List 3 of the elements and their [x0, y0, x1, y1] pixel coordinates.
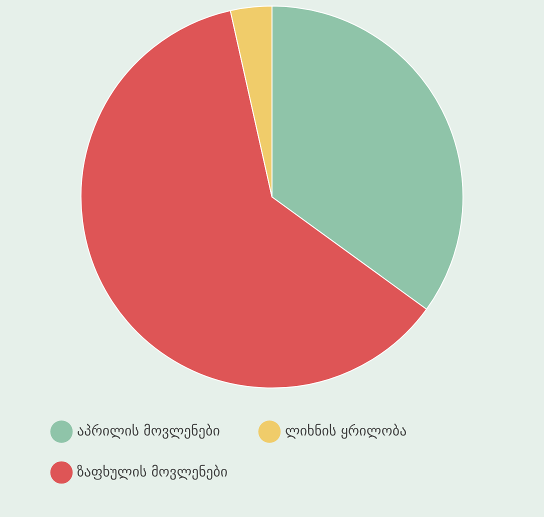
- legend-label: ლიხნის ყრილობა: [285, 424, 407, 440]
- legend-label: აპრილის მოვლენები: [77, 424, 220, 440]
- legend-label: ზაფხულის მოვლენები: [77, 464, 228, 480]
